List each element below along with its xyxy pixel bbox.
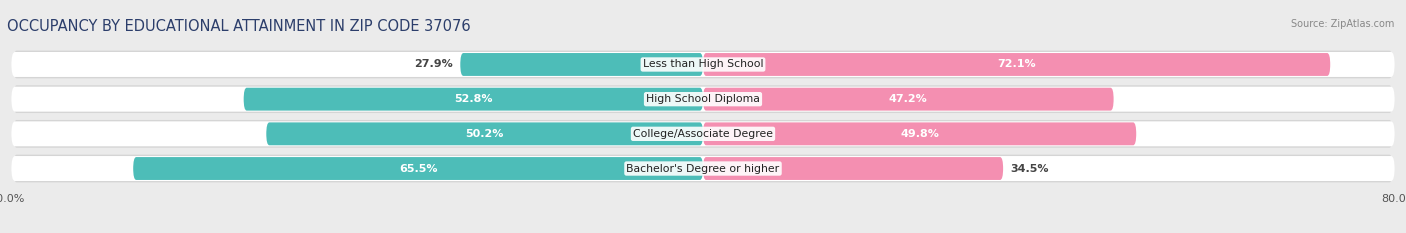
Text: Bachelor's Degree or higher: Bachelor's Degree or higher	[627, 164, 779, 174]
FancyBboxPatch shape	[703, 157, 1002, 180]
Text: 27.9%: 27.9%	[415, 59, 453, 69]
Text: OCCUPANCY BY EDUCATIONAL ATTAINMENT IN ZIP CODE 37076: OCCUPANCY BY EDUCATIONAL ATTAINMENT IN Z…	[7, 19, 471, 34]
FancyBboxPatch shape	[703, 53, 1330, 76]
Text: 52.8%: 52.8%	[454, 94, 492, 104]
FancyBboxPatch shape	[460, 53, 703, 76]
FancyBboxPatch shape	[11, 121, 1395, 146]
Text: Less than High School: Less than High School	[643, 59, 763, 69]
FancyBboxPatch shape	[703, 122, 1136, 145]
FancyBboxPatch shape	[13, 155, 1393, 182]
FancyBboxPatch shape	[13, 85, 1393, 113]
Text: High School Diploma: High School Diploma	[647, 94, 759, 104]
Text: 65.5%: 65.5%	[399, 164, 437, 174]
Text: 72.1%: 72.1%	[997, 59, 1036, 69]
FancyBboxPatch shape	[11, 156, 1395, 181]
FancyBboxPatch shape	[11, 52, 1395, 77]
Text: Source: ZipAtlas.com: Source: ZipAtlas.com	[1291, 19, 1395, 29]
Text: 50.2%: 50.2%	[465, 129, 503, 139]
FancyBboxPatch shape	[243, 88, 703, 111]
Text: 34.5%: 34.5%	[1010, 164, 1049, 174]
FancyBboxPatch shape	[134, 157, 703, 180]
Text: College/Associate Degree: College/Associate Degree	[633, 129, 773, 139]
Text: 49.8%: 49.8%	[900, 129, 939, 139]
FancyBboxPatch shape	[703, 88, 1114, 111]
FancyBboxPatch shape	[13, 51, 1393, 78]
Text: 47.2%: 47.2%	[889, 94, 928, 104]
FancyBboxPatch shape	[11, 87, 1395, 112]
FancyBboxPatch shape	[266, 122, 703, 145]
FancyBboxPatch shape	[13, 120, 1393, 148]
